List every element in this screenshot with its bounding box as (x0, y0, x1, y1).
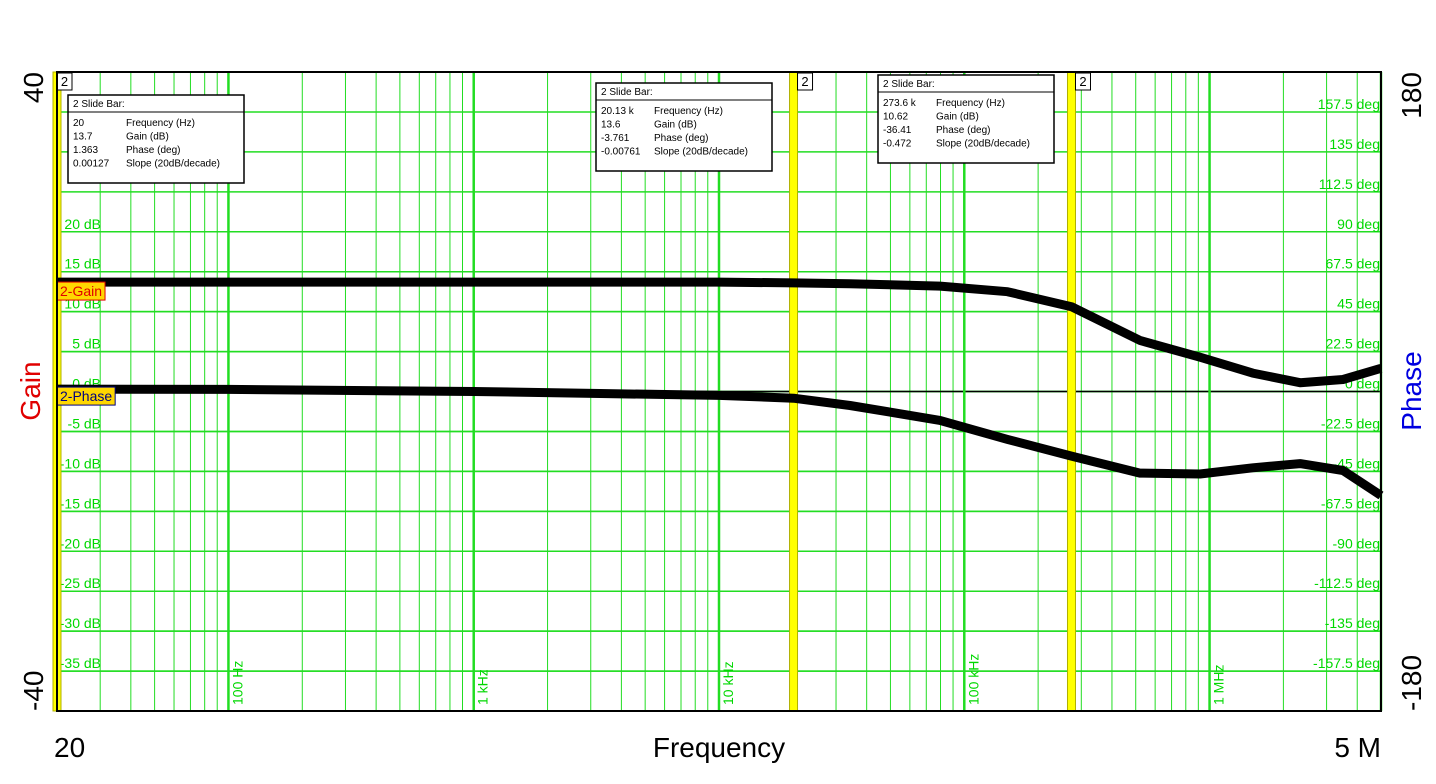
plot-border (56, 71, 1382, 712)
slide-bar-field: Gain (dB) (936, 112, 979, 123)
slide-bar-value: 13.7 (73, 132, 93, 143)
y2-tick-label: 90 deg (1337, 216, 1380, 232)
slide-bar-title: 2 Slide Bar: (883, 79, 935, 90)
y2-tick-label: -157.5 deg (1313, 655, 1380, 671)
y2-tick-label: -22.5 deg (1321, 415, 1380, 431)
y-tick-label: -25 dB (60, 575, 101, 591)
series-line (56, 384, 1384, 500)
y2-tick-label: 157.5 deg (1318, 96, 1380, 112)
y-tick-label: 20 dB (64, 216, 101, 232)
y-tick-label: -35 dB (60, 655, 101, 671)
cursor-tag-label: 2 (1079, 74, 1086, 89)
y-tick-label: -5 dB (68, 415, 101, 431)
trace-label-text: 2-Phase (60, 388, 112, 404)
slide-bar-field: Gain (dB) (126, 132, 169, 143)
slide-bar-field: Frequency (Hz) (654, 106, 723, 117)
cursor-tag-label: 2 (61, 74, 68, 89)
y2-axis-title: Phase (1396, 351, 1427, 430)
y-limit-label: 40 (18, 72, 49, 103)
slide-bar-title: 2 Slide Bar: (73, 99, 125, 110)
slide-bar-title: 2 Slide Bar: (601, 87, 653, 98)
y2-tick-label: 112.5 deg (1319, 176, 1380, 192)
x-tick-label: 1 MHz (1211, 665, 1227, 705)
y-tick-label: -20 dB (60, 535, 101, 551)
slide-bar-value: 273.6 k (883, 98, 917, 109)
y-tick-label: 5 dB (72, 336, 101, 352)
slide-bar-box (595, 82, 773, 172)
y-tick-label: 15 dB (64, 256, 101, 272)
slide-bar-value: -0.472 (883, 139, 912, 150)
slide-bar-field: Slope (20dB/decade) (936, 139, 1030, 150)
y-tick-label: -30 dB (60, 615, 101, 631)
trace-label-text: 2-Gain (60, 283, 102, 299)
series-line (57, 277, 1383, 388)
y2-tick-label: -90 deg (1333, 535, 1380, 551)
y2-limit-label: -180 (1396, 655, 1427, 711)
slide-bar-field: Phase (deg) (126, 145, 180, 156)
slide-bar-field: Frequency (Hz) (126, 118, 195, 129)
slide-bar-field: Slope (20dB/decade) (654, 147, 748, 158)
y2-tick-label: -67.5 deg (1321, 495, 1380, 511)
slide-bar-value: 1.363 (73, 145, 98, 156)
x-tick-label: 100 kHz (965, 654, 981, 705)
y2-tick-label: 135 deg (1329, 136, 1380, 152)
cursor-bar (789, 71, 799, 712)
x-tick-label: 5 M (1334, 732, 1381, 763)
y2-tick-label: 45 deg (1337, 296, 1380, 312)
slide-bar-value: -3.761 (601, 133, 630, 144)
y-limit-label: -40 (18, 671, 49, 711)
cursor-bar (1066, 71, 1076, 712)
slide-bar-box (67, 94, 245, 184)
y2-tick-label: -135 deg (1325, 615, 1380, 631)
y-tick-label: -10 dB (60, 455, 101, 471)
y2-tick-label: 67.5 deg (1326, 256, 1381, 272)
slide-bar-box (877, 74, 1055, 164)
slide-bar-field: Slope (20dB/decade) (126, 159, 220, 170)
x-tick-label: 10 kHz (720, 661, 736, 705)
slide-bar-field: Phase (deg) (936, 125, 990, 136)
y-tick-label: -15 dB (60, 495, 101, 511)
trace-label: 2-Gain (56, 281, 106, 301)
slide-bar-field: Frequency (Hz) (936, 98, 1005, 109)
trace-label: 2-Phase (56, 386, 116, 406)
slide-bar-value: -36.41 (883, 125, 912, 136)
y2-limit-label: 180 (1396, 72, 1427, 119)
x-tick-label: 20 (54, 732, 85, 763)
x-tick-label: 1 kHz (475, 669, 491, 705)
slide-bar-value: 20.13 k (601, 106, 635, 117)
y2-tick-label: 22.5 deg (1326, 336, 1381, 352)
slide-bar-value: 0.00127 (73, 159, 110, 170)
y-axis-title: Gain (15, 361, 46, 420)
cursor-tag-label: 2 (801, 74, 808, 89)
slide-bar-value: 13.6 (601, 120, 621, 131)
x-axis-title: Frequency (653, 732, 785, 763)
slide-bar-field: Gain (dB) (654, 120, 697, 131)
x-tick-label: 100 Hz (229, 661, 245, 705)
slide-bar-value: 20 (73, 118, 85, 129)
slide-bar-field: Phase (deg) (654, 133, 708, 144)
slide-bar-value: 10.62 (883, 112, 908, 123)
slide-bar-value: -0.00761 (601, 147, 641, 158)
y2-tick-label: -112.5 deg (1314, 575, 1380, 591)
